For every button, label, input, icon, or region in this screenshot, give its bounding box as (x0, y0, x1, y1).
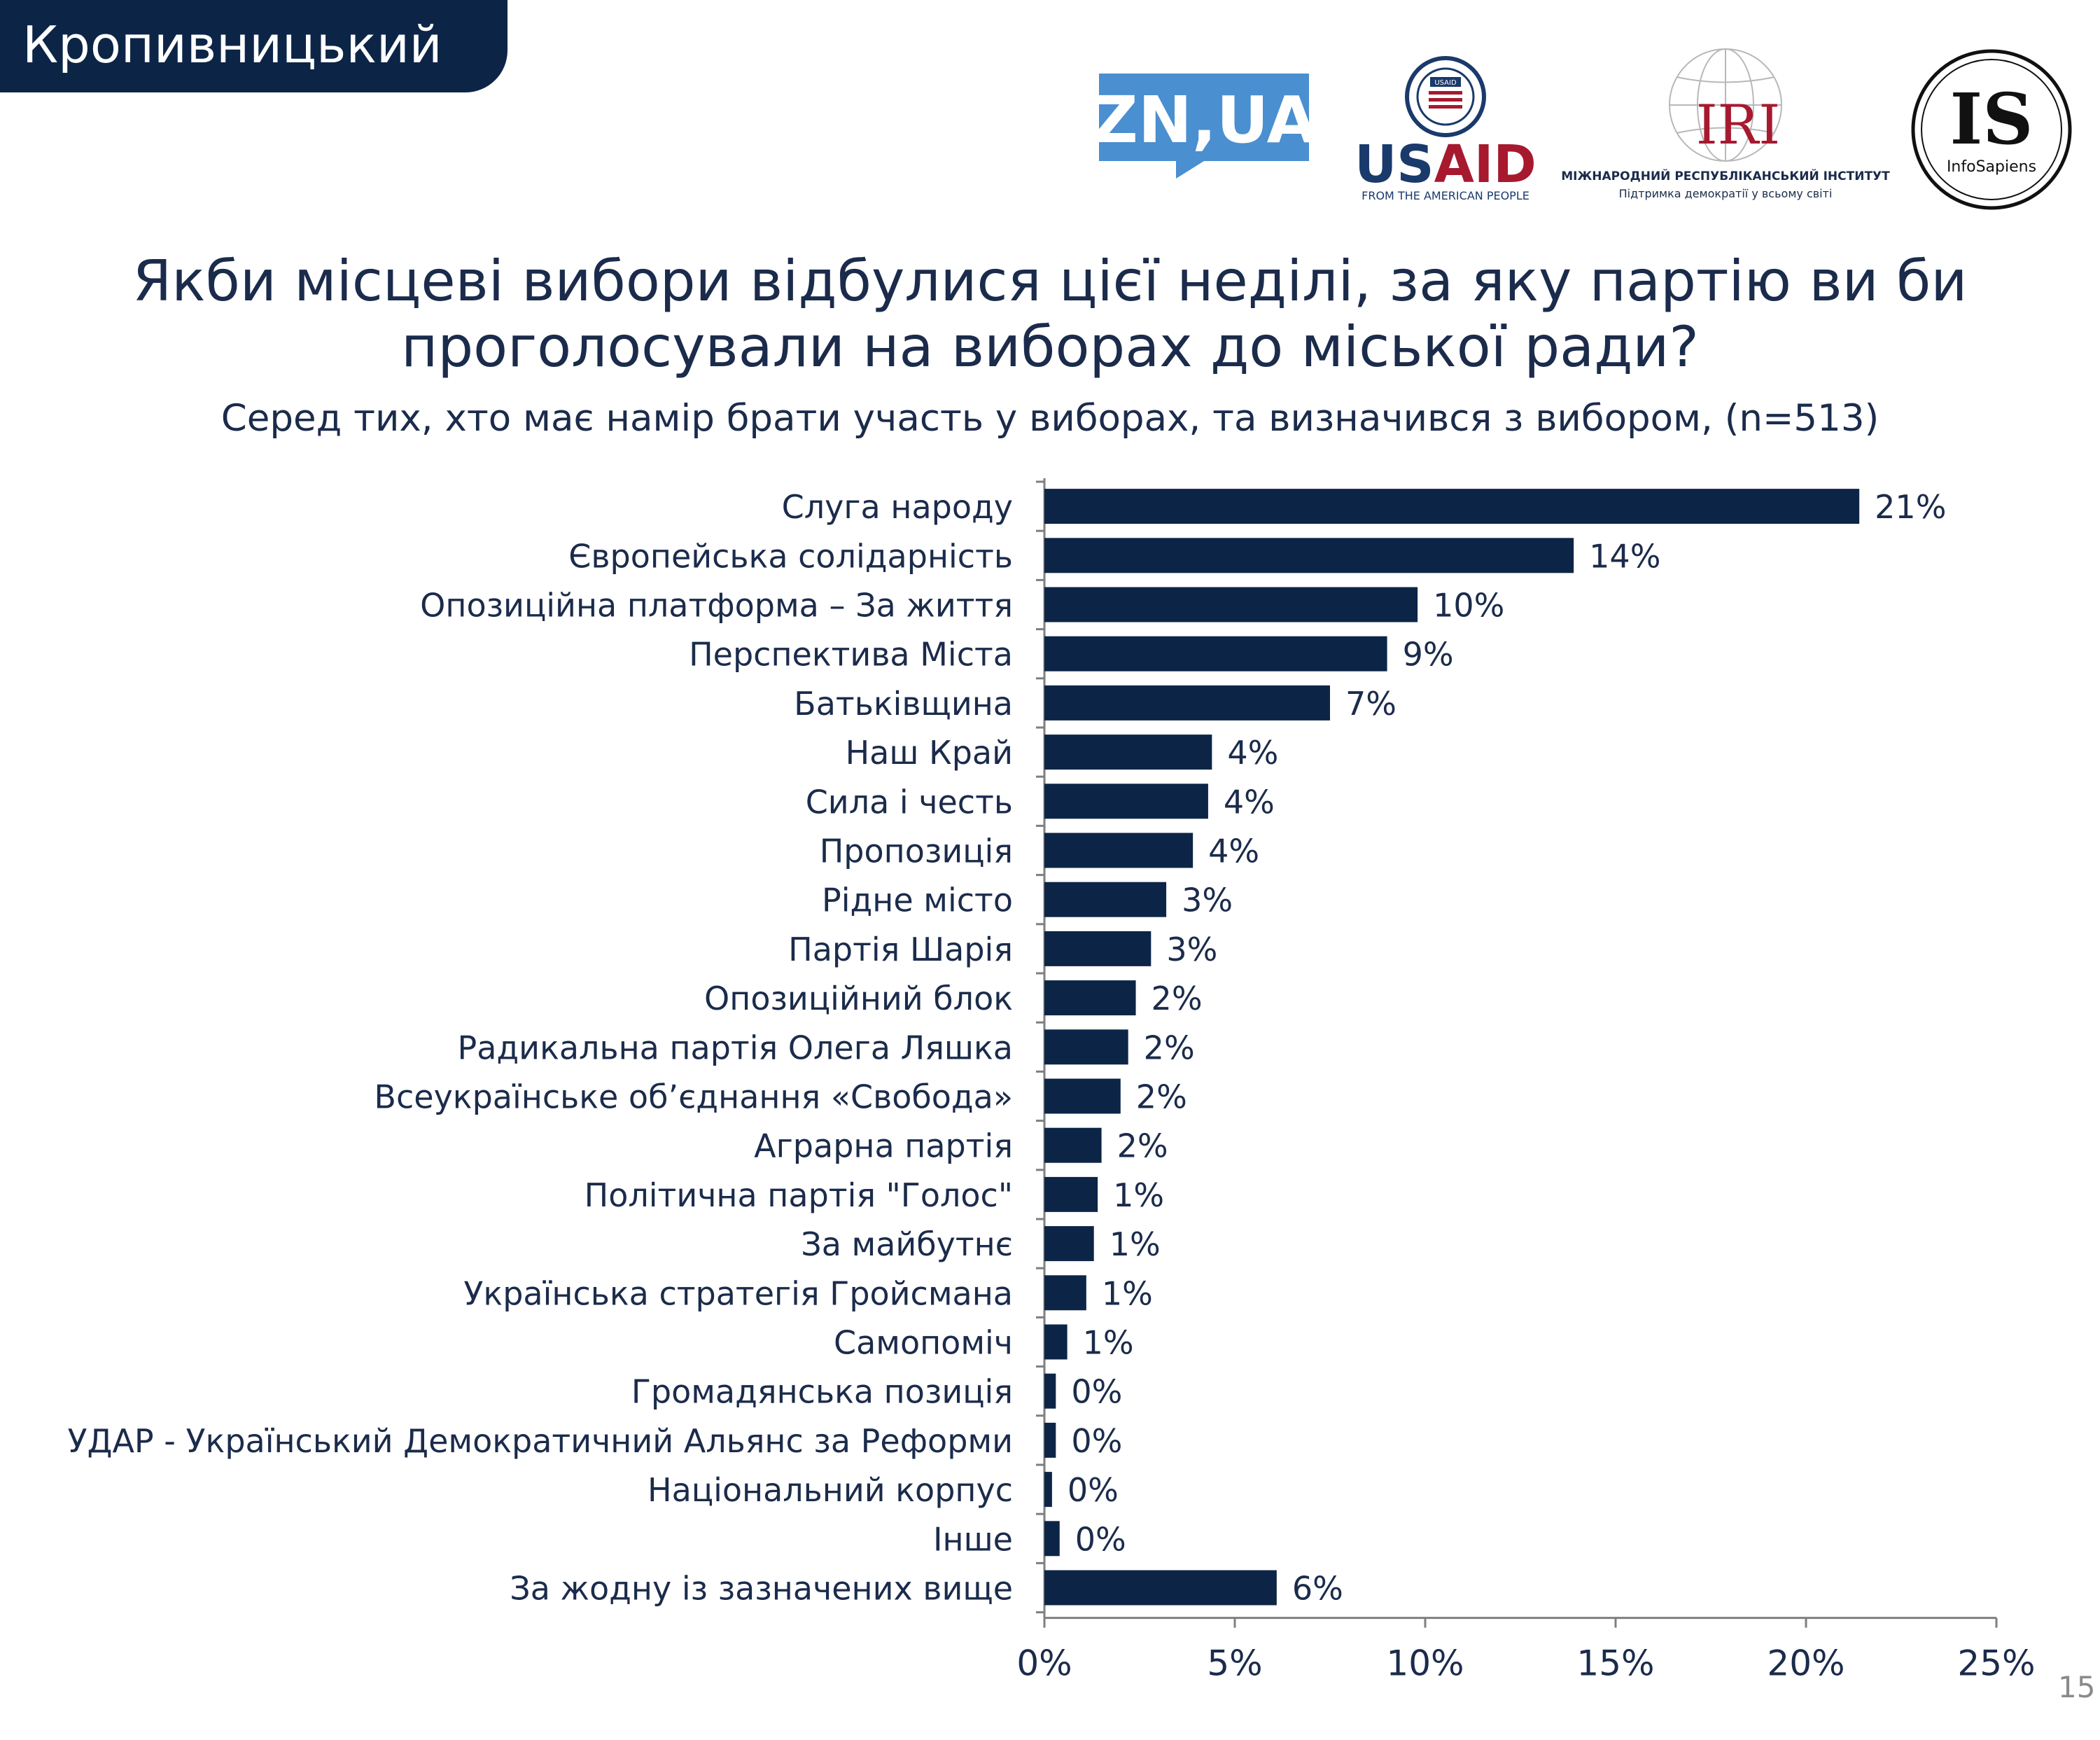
bar (1044, 636, 1387, 671)
data-label: 6% (1292, 1570, 1343, 1608)
svg-text:USAID: USAID (1434, 79, 1457, 87)
category-label: За майбутнє (801, 1225, 1013, 1263)
category-label: Всеукраїнське об’єднання «Свобода» (374, 1078, 1013, 1116)
bar (1044, 784, 1208, 819)
page-number: 15 (2058, 1670, 2096, 1704)
category-label: Партія Шарія (788, 931, 1013, 968)
city-header-tab: Кропивницький (0, 0, 507, 92)
category-label: Батьківщина (794, 685, 1013, 723)
svg-text:FROM THE AMERICAN PEOPLE: FROM THE AMERICAN PEOPLE (1362, 189, 1530, 202)
data-label: 1% (1113, 1176, 1164, 1214)
category-label: Самопоміч (834, 1324, 1013, 1362)
bar (1044, 882, 1167, 917)
category-label: УДАР - Український Демократичний Альянс … (67, 1422, 1013, 1460)
svg-text:Підтримка демократії у всьому: Підтримка демократії у всьому світі (1619, 187, 1833, 200)
data-label: 2% (1152, 980, 1203, 1017)
svg-text:МІЖНАРОДНИЙ РЕСПУБЛІКАНСЬКИЙ І: МІЖНАРОДНИЙ РЕСПУБЛІКАНСЬКИЙ ІНСТИТУТ (1561, 168, 1890, 183)
data-label: 10% (1433, 587, 1504, 625)
usaid-logo: USAID USAID FROM THE AMERICAN PEOPLE (1354, 56, 1536, 202)
bar (1044, 1472, 1052, 1508)
svg-text:InfoSapiens: InfoSapiens (1947, 158, 2036, 176)
category-label: Радикальна партія Олега Ляшка (457, 1029, 1013, 1066)
data-label: 0% (1071, 1373, 1122, 1411)
iri-logo: IRI МІЖНАРОДНИЙ РЕСПУБЛІКАНСЬКИЙ ІНСТИТУ… (1561, 48, 1890, 200)
category-label: Громадянська позиція (631, 1373, 1013, 1411)
data-label: 9% (1403, 636, 1454, 674)
data-label: 1% (1083, 1324, 1134, 1362)
data-label: 0% (1075, 1520, 1126, 1558)
category-label: Сила і честь (806, 783, 1013, 821)
category-label: Перспектива Міста (689, 636, 1013, 674)
bar (1044, 1422, 1056, 1458)
data-label: 2% (1136, 1078, 1187, 1116)
chart-subtitle: Серед тих, хто має намір брати участь у … (220, 397, 1879, 440)
category-label: Політична партія "Голос" (584, 1176, 1013, 1214)
category-label: Рідне місто (822, 882, 1013, 919)
category-label: Опозиційний блок (704, 980, 1013, 1017)
data-label: 7% (1345, 685, 1396, 723)
bar (1044, 538, 1574, 573)
bar (1044, 735, 1212, 770)
data-label: 4% (1208, 833, 1259, 870)
svg-text:ZN,UA: ZN,UA (1099, 83, 1312, 158)
chart-title: Якби місцеві вибори відбулися цієї неділ… (132, 249, 1968, 380)
data-label: 3% (1182, 882, 1233, 919)
x-tick-label: 10% (1386, 1643, 1464, 1684)
bar (1044, 1521, 1060, 1557)
x-tick-label: 25% (1957, 1643, 2035, 1684)
data-label: 2% (1117, 1127, 1168, 1165)
city-name: Кропивницький (22, 15, 442, 74)
svg-text:IS: IS (1950, 78, 2033, 160)
bar (1044, 1275, 1086, 1311)
data-label: 4% (1224, 783, 1275, 821)
category-label: Європейська солідарність (568, 537, 1013, 575)
bar (1044, 1127, 1102, 1163)
category-label: Пропозиція (820, 833, 1013, 870)
bar (1044, 1029, 1128, 1065)
x-tick-label: 0% (1016, 1643, 1072, 1684)
category-label: Аграрна партія (754, 1127, 1013, 1165)
category-label: Слуга народу (782, 488, 1013, 526)
svg-text:USAID: USAID (1354, 134, 1536, 195)
bar (1044, 1570, 1277, 1606)
data-label: 21% (1875, 488, 1946, 526)
category-label: Опозиційна платформа – За життя (420, 587, 1013, 625)
x-tick-label: 5% (1207, 1643, 1262, 1684)
bar (1044, 833, 1194, 868)
bar (1044, 1226, 1094, 1262)
bar (1044, 980, 1136, 1016)
data-label: 2% (1144, 1029, 1195, 1066)
x-tick-label: 15% (1576, 1643, 1654, 1684)
data-label: 14% (1589, 537, 1660, 575)
data-label: 3% (1166, 931, 1217, 968)
category-label: Інше (933, 1520, 1013, 1558)
category-label: За жодну із зазначених вище (510, 1570, 1013, 1608)
svg-text:IRI: IRI (1696, 94, 1780, 157)
zn-ua-logo: ZN,UA (1099, 74, 1312, 179)
category-label: Наш Край (846, 734, 1013, 772)
x-tick-label: 20% (1767, 1643, 1844, 1684)
infosapiens-logo: IS InfoSapiens (1911, 49, 2072, 210)
bar (1044, 1373, 1056, 1409)
bar (1044, 1078, 1121, 1114)
category-label: Національний корпус (648, 1471, 1013, 1509)
bar (1044, 1324, 1068, 1360)
bar (1044, 685, 1330, 721)
bar (1044, 931, 1152, 966)
category-label: Українська стратегія Гройсмана (463, 1274, 1013, 1312)
bar (1044, 1176, 1098, 1212)
bar (1044, 587, 1418, 622)
bar (1044, 489, 1860, 524)
data-label: 4% (1227, 734, 1278, 772)
data-label: 1% (1102, 1274, 1153, 1312)
data-label: 0% (1071, 1422, 1122, 1460)
data-label: 0% (1068, 1471, 1119, 1509)
data-label: 1% (1110, 1225, 1161, 1263)
